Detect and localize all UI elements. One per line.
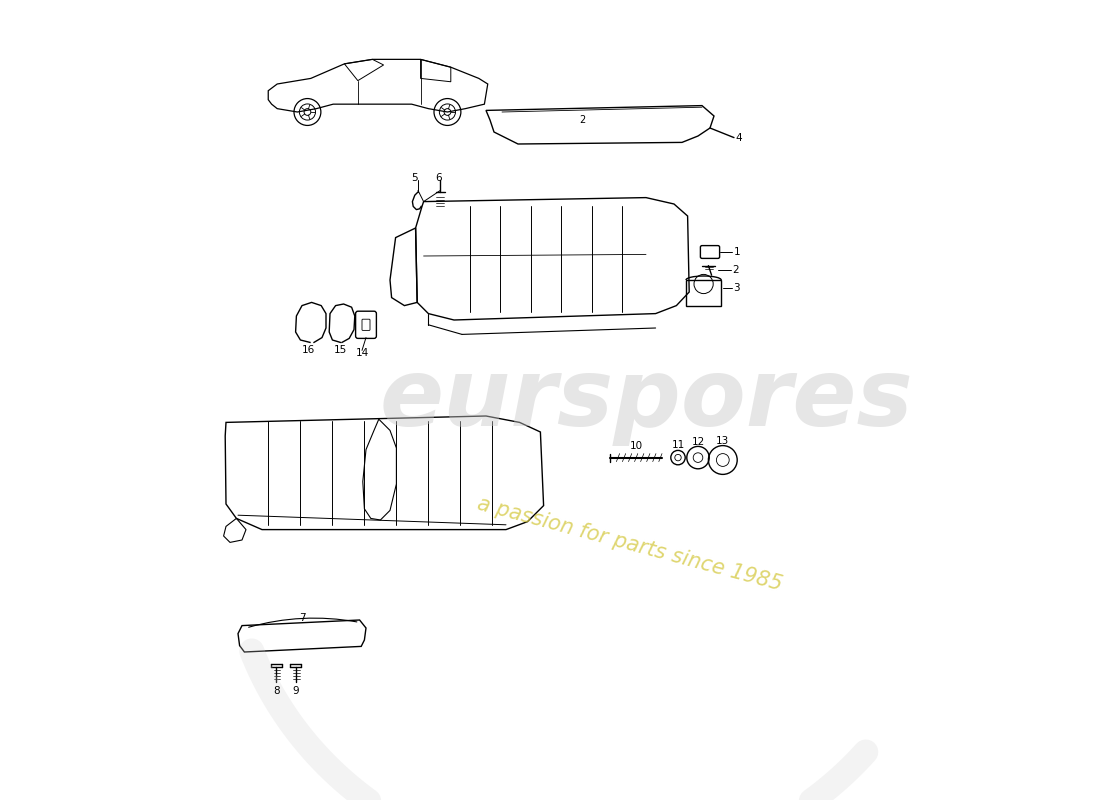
Text: 14: 14: [355, 348, 368, 358]
Text: 4: 4: [736, 133, 743, 142]
Text: 16: 16: [301, 346, 315, 355]
Text: 3: 3: [734, 283, 740, 293]
Text: 15: 15: [333, 346, 346, 355]
Text: 1: 1: [734, 247, 740, 257]
Text: 13: 13: [716, 436, 729, 446]
Text: 8: 8: [273, 686, 279, 695]
Text: 6: 6: [436, 173, 442, 182]
Text: 7: 7: [299, 613, 306, 622]
Text: 9: 9: [293, 686, 299, 695]
Text: 11: 11: [671, 440, 684, 450]
Text: 5: 5: [410, 173, 417, 182]
Text: 12: 12: [692, 437, 705, 446]
Text: 2: 2: [733, 266, 739, 275]
Text: eurspores: eurspores: [379, 354, 913, 446]
Text: a passion for parts since 1985: a passion for parts since 1985: [475, 494, 784, 594]
Text: 2: 2: [579, 115, 585, 125]
Text: 10: 10: [629, 441, 642, 450]
